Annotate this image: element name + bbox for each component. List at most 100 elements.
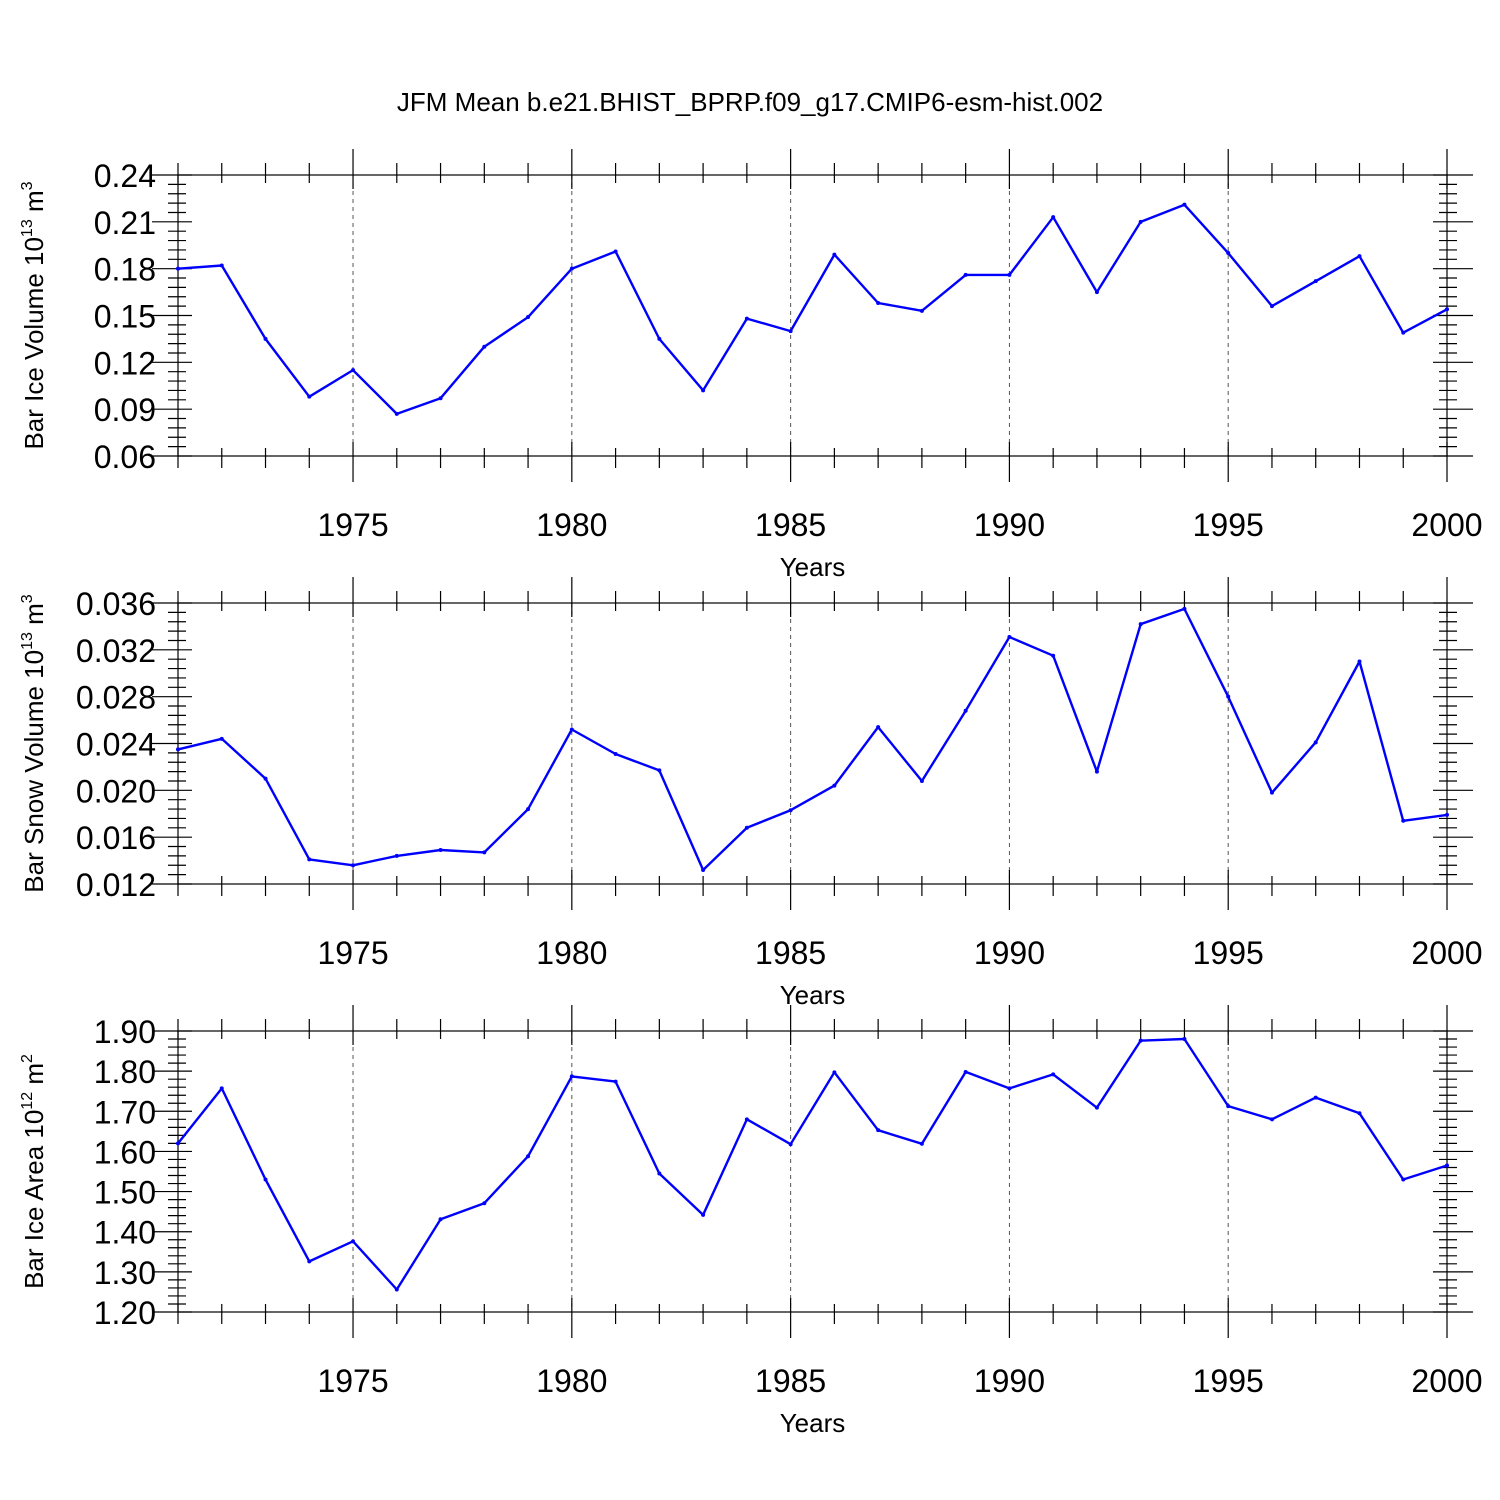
data-point [613, 752, 618, 757]
data-point [1226, 694, 1231, 699]
data-point [1051, 653, 1056, 658]
panel-ice-volume: 0.06 0.09 0.12 0.15 0.18 0.21 0.24 1975 1980 1985… [19, 149, 1483, 582]
x-tick-label: 1995 [1193, 507, 1264, 543]
panel-ice-area: 1.20 1.30 1.40 1.50 1.60 1.70 1.80 1.90 1975 1980… [19, 1005, 1483, 1438]
data-point [482, 1201, 487, 1206]
data-point [1401, 330, 1406, 335]
y-axis-title-unit-exponent: 3 [19, 594, 36, 603]
y-tick-label: 1.40 [94, 1215, 156, 1251]
data-point [219, 736, 224, 741]
data-point [1445, 812, 1449, 817]
data-point [1182, 606, 1187, 611]
data-point [1094, 1105, 1099, 1110]
y-axis-title-unit-exponent: 2 [19, 1054, 36, 1063]
data-point [263, 1177, 268, 1182]
x-tick-label: 1975 [317, 507, 388, 543]
x-tick-label: 1980 [536, 507, 607, 543]
data-point [351, 1239, 356, 1244]
plot-frame [177, 1030, 1448, 1313]
data-point [438, 1217, 443, 1222]
y-tick-label: 0.016 [76, 820, 156, 856]
y-axis-title: Bar Ice Area 1012 m2 [19, 1054, 49, 1289]
data-point [613, 1079, 618, 1084]
y-tick-label: 1.80 [94, 1054, 156, 1090]
data-point [1357, 254, 1362, 259]
data-point [1313, 740, 1318, 745]
plot-frame [177, 174, 1448, 457]
data-point [526, 1154, 531, 1159]
y-axis-title-unit-exponent: 3 [19, 181, 36, 190]
x-tick-label: 1990 [974, 507, 1045, 543]
y-axis-title-text: Bar Ice Volume 10 [19, 237, 49, 449]
chart-title: JFM Mean b.e21.BHIST_BPRP.f09_g17.CMIP6-… [397, 87, 1103, 117]
series-line-ice-volume [177, 203, 1448, 416]
data-point [963, 272, 968, 277]
y-tick-label: 0.18 [94, 252, 156, 288]
data-point [1269, 1117, 1274, 1122]
y-axis-title-unit: m [19, 1063, 49, 1092]
y-tick-label: 0.09 [94, 392, 156, 428]
series-line-ice-area [177, 1037, 1448, 1291]
y-tick-label: 1.50 [94, 1175, 156, 1211]
x-tick-label: 1975 [317, 935, 388, 971]
data-point [263, 336, 268, 341]
data-point [526, 315, 531, 320]
y-axis-title-unit: m [19, 603, 49, 632]
data-point [1357, 659, 1362, 664]
data-point [1051, 215, 1056, 220]
y-tick-label: 0.036 [76, 586, 156, 622]
x-tick-label: 1980 [536, 1363, 607, 1399]
series-line-snow-volume [177, 607, 1448, 872]
data-point [1007, 272, 1012, 277]
data-point [1401, 818, 1406, 823]
data-point [394, 853, 399, 858]
data-point [351, 368, 356, 373]
x-tick-label: 2000 [1411, 1363, 1482, 1399]
data-point [307, 394, 312, 399]
chart-panels: 0.06 0.09 0.12 0.15 0.18 0.21 0.24 1975 1980 1985… [19, 149, 1483, 1438]
data-point [744, 825, 749, 830]
data-point [876, 301, 881, 306]
data-point [657, 768, 662, 773]
data-point [788, 1142, 793, 1147]
data-point [613, 249, 618, 254]
data-point [219, 1086, 224, 1091]
y-tick-label: 1.60 [94, 1134, 156, 1170]
data-point [963, 708, 968, 713]
x-tick-label: 1985 [755, 935, 826, 971]
y-tick-label: 1.20 [94, 1295, 156, 1331]
x-tick-label: 1995 [1193, 935, 1264, 971]
data-point [1313, 279, 1318, 284]
data-point [482, 344, 487, 349]
data-point [307, 1259, 312, 1264]
data-point [744, 316, 749, 321]
data-point [1138, 219, 1143, 224]
data-point [569, 727, 574, 732]
data-point [963, 1069, 968, 1074]
data-point [919, 778, 924, 783]
data-point [832, 1070, 837, 1075]
data-point [788, 329, 793, 334]
data-point [832, 252, 837, 257]
x-tick-label: 1990 [974, 935, 1045, 971]
y-axis-title: Bar Snow Volume 1013 m3 [19, 594, 49, 893]
data-point [1226, 1104, 1231, 1109]
y-tick-label: 0.012 [76, 867, 156, 903]
y-tick-label: 1.90 [94, 1014, 156, 1050]
y-tick-label: 1.30 [94, 1255, 156, 1291]
y-tick-label: 1.70 [94, 1094, 156, 1130]
data-point [1138, 1038, 1143, 1043]
data-point [1182, 202, 1187, 207]
data-point [657, 1171, 662, 1176]
y-tick-label: 0.032 [76, 633, 156, 669]
data-point [1269, 790, 1274, 795]
data-point [876, 725, 881, 730]
y-axis-title-text: Bar Snow Volume 10 [19, 650, 49, 893]
y-tick-label: 0.21 [94, 205, 156, 241]
y-tick-label: 0.028 [76, 680, 156, 716]
x-tick-label: 1975 [317, 1363, 388, 1399]
x-tick-label: 1980 [536, 935, 607, 971]
data-point [394, 411, 399, 416]
data-point [394, 1287, 399, 1292]
data-point [701, 388, 706, 393]
